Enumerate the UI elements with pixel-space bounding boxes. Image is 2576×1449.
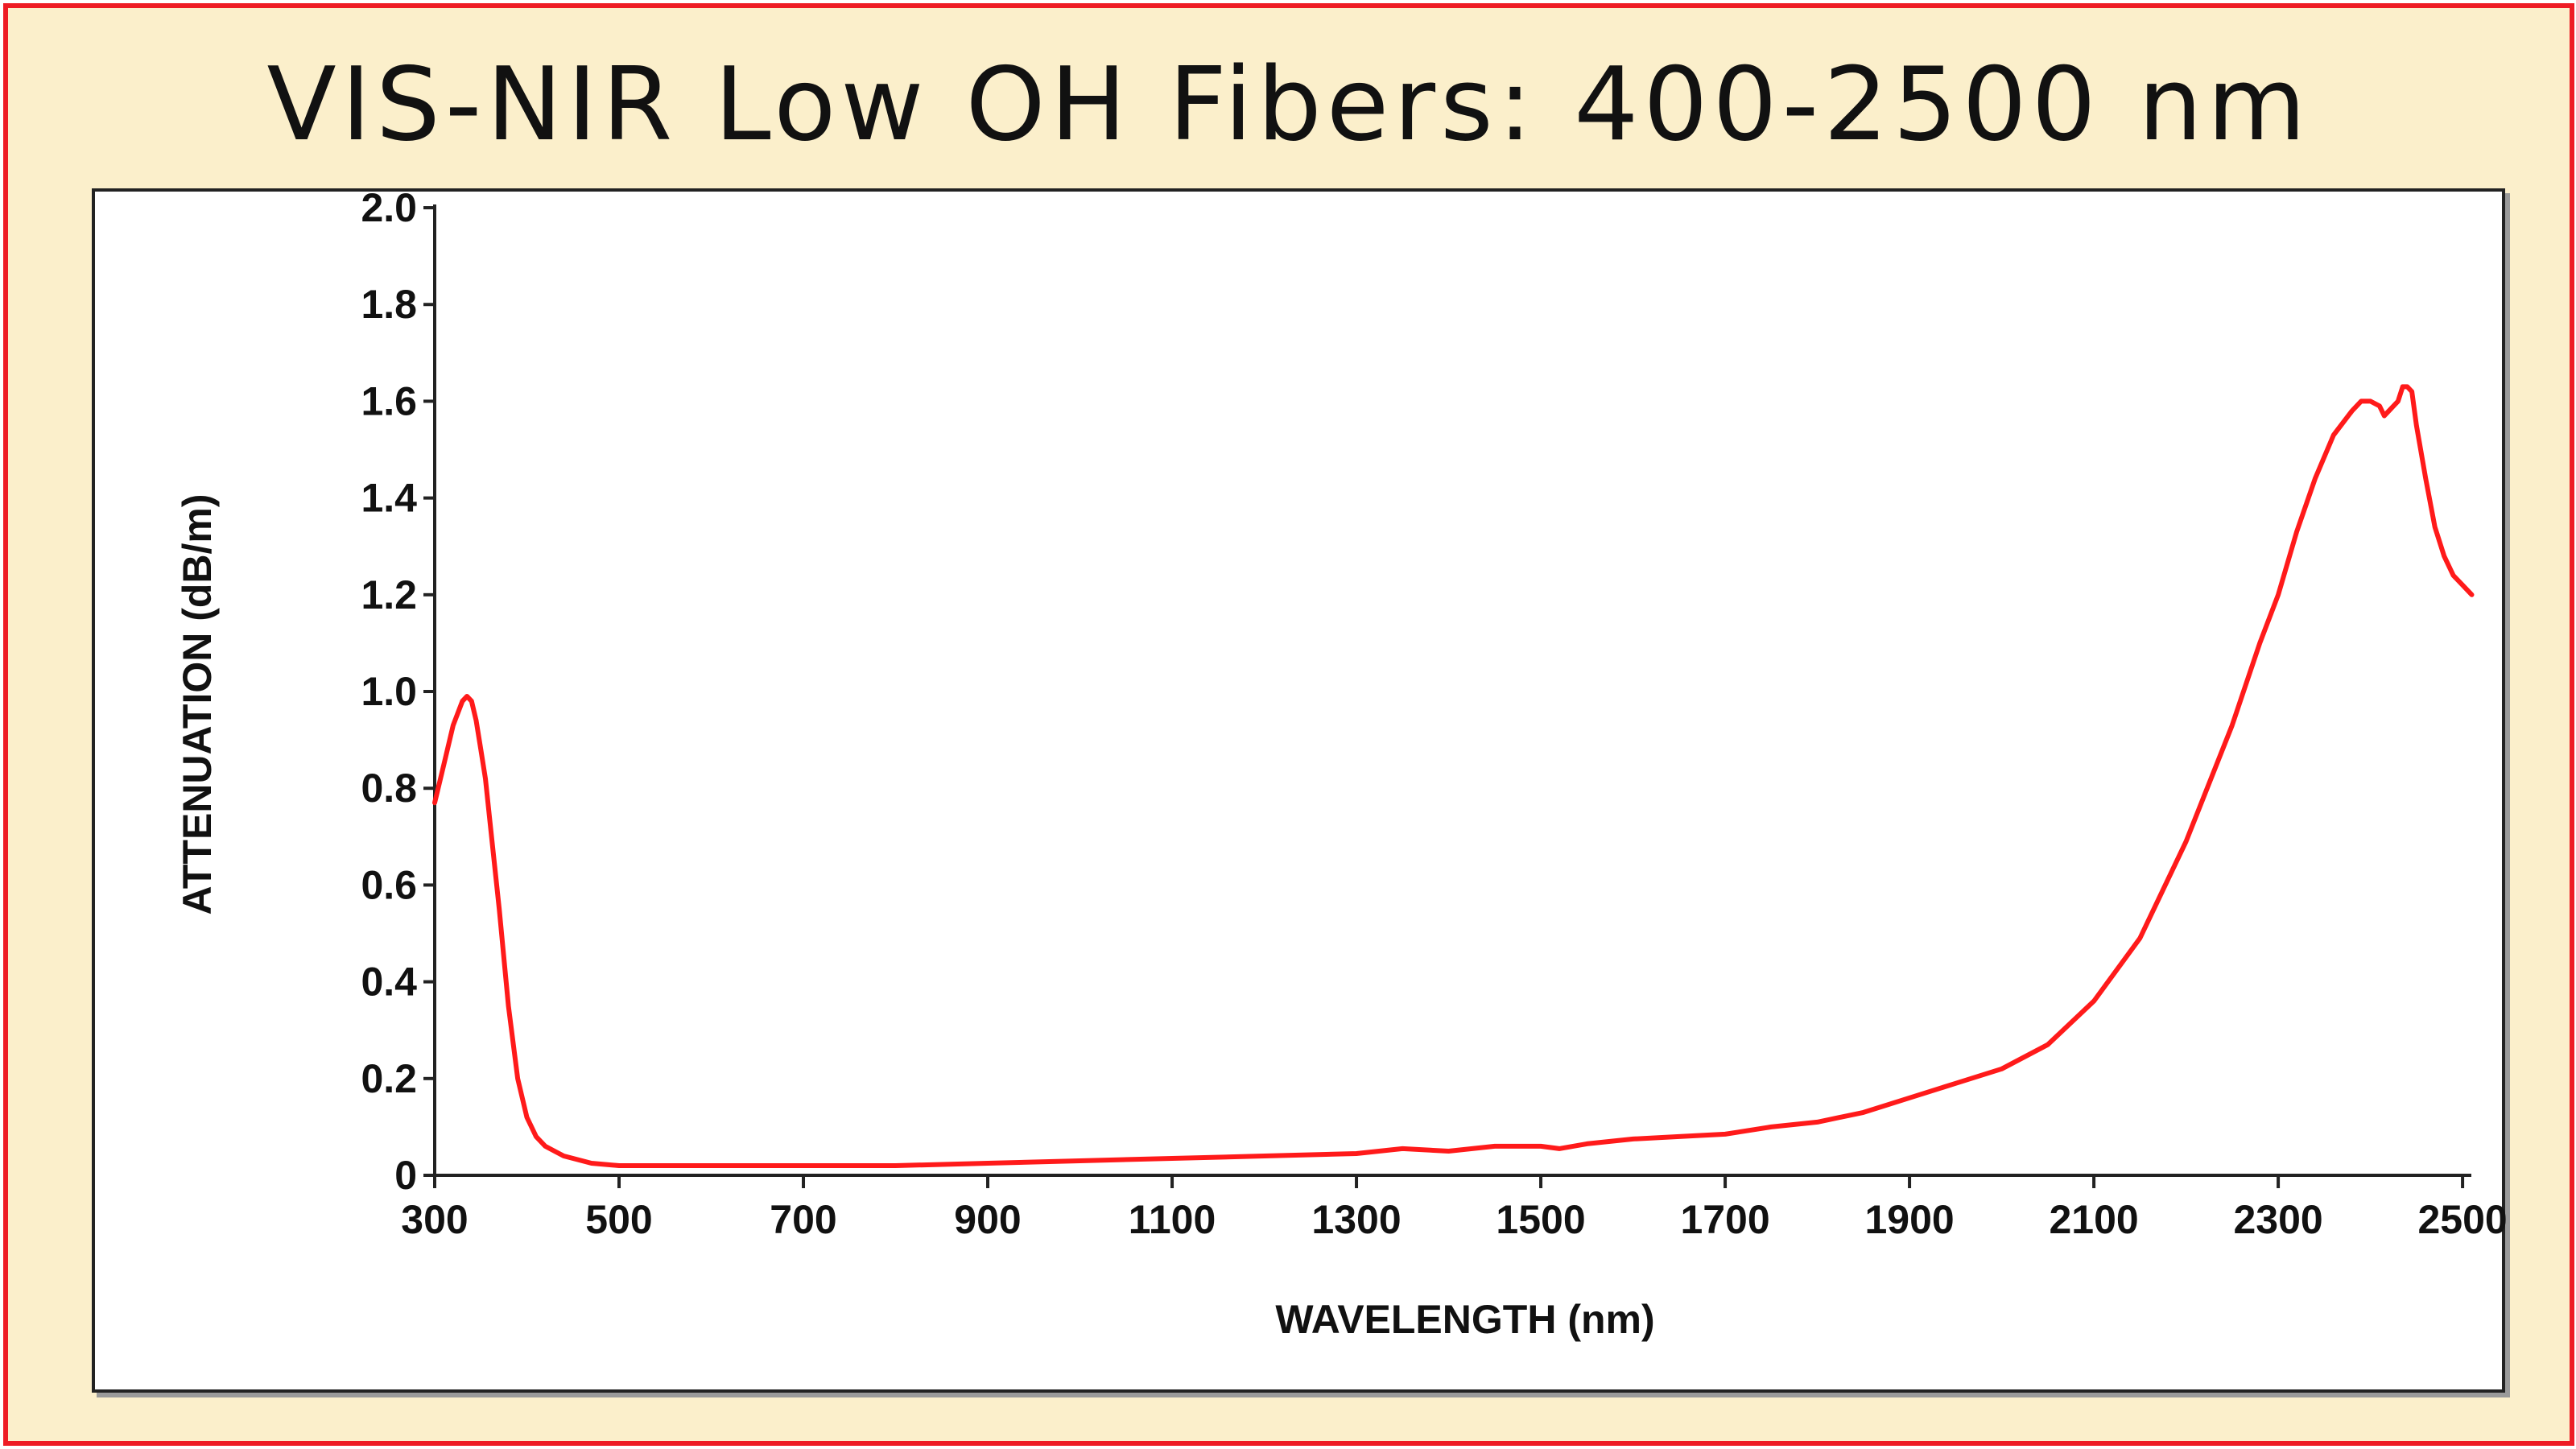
x-axis-title: WAVELENGTH (nm) [1275,1297,1654,1342]
series-line-attenuation [432,384,2475,1168]
y-tick-label: 0.4 [361,960,417,1005]
y-tick-label: 2.0 [361,185,417,230]
y-tick-label: 1.2 [361,572,417,617]
x-tick-label: 300 [401,1197,468,1242]
x-tick-label: 900 [954,1197,1021,1242]
y-tick-label: 0 [394,1153,417,1198]
x-tick-label: 1900 [1864,1197,1954,1242]
y-tick-label: 1.6 [361,378,417,423]
y-tick-label: 0.6 [361,862,417,907]
plot-panel [92,188,2505,1393]
x-tick-label: 700 [770,1197,836,1242]
x-tick-label: 1300 [1311,1197,1401,1242]
y-tick-label: 1.4 [361,476,417,521]
chart-title: VIS-NIR Low OH Fibers: 400-2500 nm [266,45,2311,163]
x-tick-label: 1700 [1680,1197,1769,1242]
y-tick-label: 1.8 [361,282,417,327]
chart-frame: VIS-NIR Low OH Fibers: 400-2500 nm [3,3,2574,1446]
y-axis-title: ATTENUATION (dB/m) [175,493,220,914]
x-tick-label: 2300 [2233,1197,2322,1242]
x-tick-label: 1500 [1496,1197,1585,1242]
y-tick-label: 0.2 [361,1056,417,1101]
y-tick-label: 1.0 [361,669,417,714]
x-tick-label: 1100 [1129,1197,1216,1242]
x-tick-label: 2500 [2417,1197,2507,1242]
x-tick-label: 2100 [2049,1197,2138,1242]
y-tick-label: 0.8 [361,766,417,811]
x-tick-label: 500 [585,1197,652,1242]
